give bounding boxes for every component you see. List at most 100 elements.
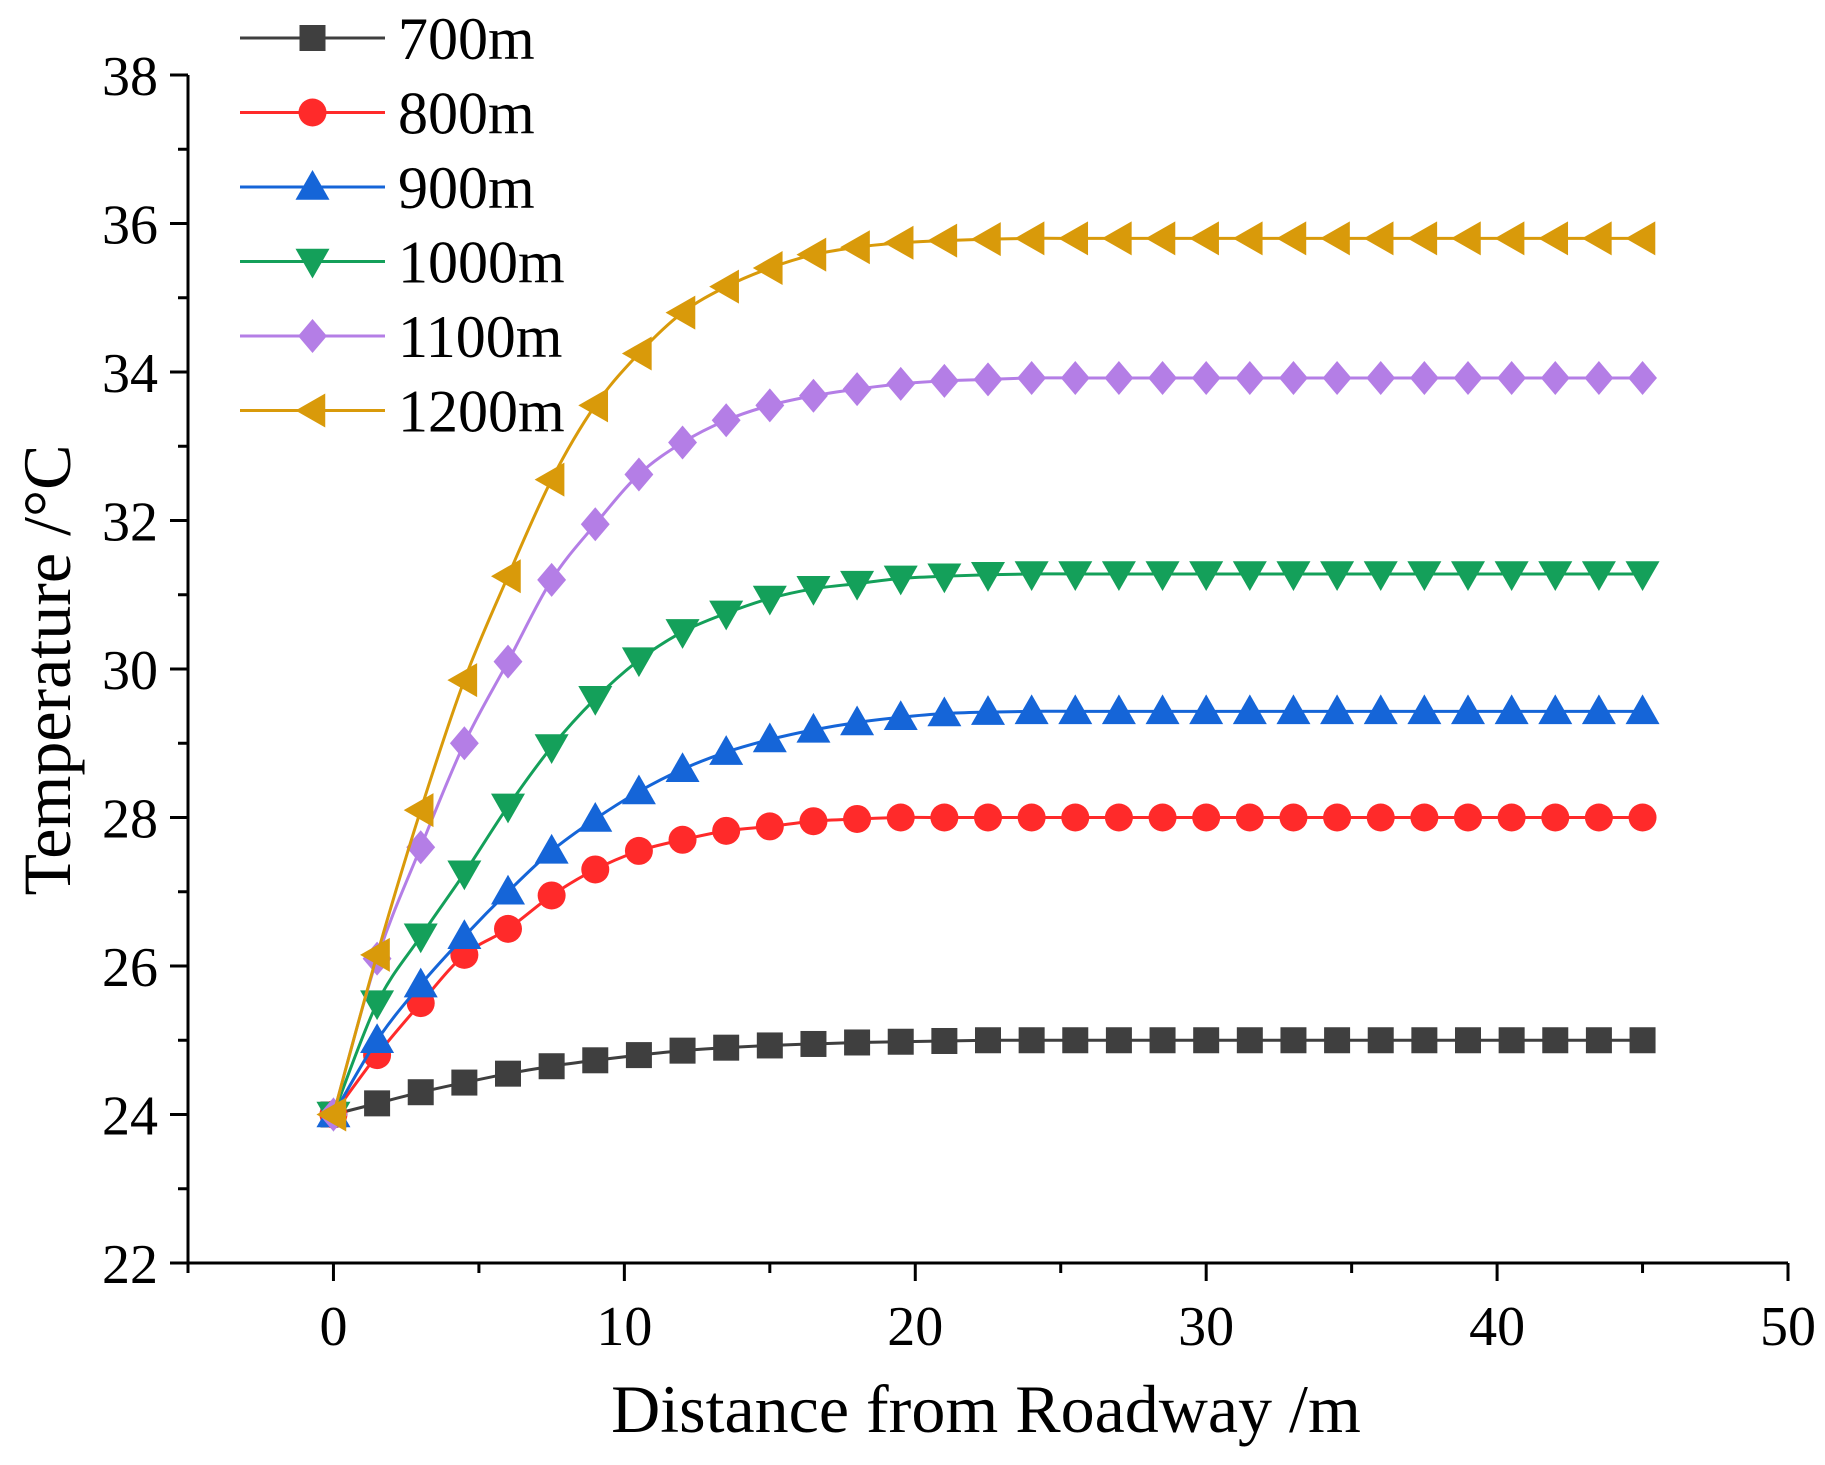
- data-point: [931, 1027, 958, 1054]
- data-point: [1497, 360, 1527, 395]
- data-point: [1366, 360, 1396, 395]
- data-point: [1366, 803, 1395, 832]
- series-line: [332, 376, 1643, 1115]
- data-point: [491, 559, 521, 594]
- x-tick-label: 20: [887, 1296, 943, 1358]
- data-point: [1060, 360, 1090, 395]
- legend-label: 700m: [398, 6, 535, 72]
- series-800m: [319, 803, 1657, 1129]
- data-point: [1058, 221, 1089, 256]
- data-point: [1584, 360, 1614, 395]
- data-point: [406, 830, 436, 865]
- legend-item: 700m: [240, 6, 535, 72]
- data-point: [1276, 561, 1311, 591]
- data-point: [1453, 360, 1483, 395]
- data-point: [840, 230, 870, 265]
- data-point: [447, 663, 478, 698]
- data-point: [883, 700, 918, 731]
- data-point: [668, 825, 697, 854]
- data-point: [578, 388, 609, 423]
- data-point: [1538, 561, 1573, 591]
- data-point: [621, 336, 652, 371]
- data-point: [1628, 803, 1657, 832]
- data-point: [1235, 803, 1264, 832]
- data-point: [709, 269, 739, 304]
- data-point: [1625, 694, 1660, 725]
- data-point: [1276, 694, 1311, 725]
- data-point: [1540, 360, 1570, 395]
- data-point: [1276, 221, 1307, 256]
- data-point: [1145, 561, 1180, 591]
- data-point: [1625, 221, 1656, 256]
- data-point: [447, 919, 482, 950]
- data-point: [709, 600, 744, 631]
- data-point: [1363, 561, 1398, 591]
- data-point: [1017, 360, 1047, 395]
- data-point: [582, 1047, 609, 1074]
- data-point: [1324, 1027, 1351, 1054]
- data-point: [1279, 803, 1308, 832]
- data-point: [756, 1032, 783, 1059]
- data-point: [1407, 561, 1442, 591]
- data-point: [840, 705, 875, 736]
- data-point: [624, 836, 653, 865]
- data-point: [755, 388, 785, 423]
- data-point: [752, 251, 783, 286]
- data-point: [840, 570, 875, 601]
- data-point: [842, 372, 872, 407]
- y-tick-label: 26: [102, 937, 158, 999]
- data-point: [1541, 803, 1570, 832]
- y-axis-title: Temperature /°C: [9, 444, 85, 895]
- data-point: [929, 363, 959, 398]
- data-point: [927, 223, 958, 258]
- x-tick-label: 40: [1469, 1296, 1525, 1358]
- data-point: [1014, 694, 1049, 725]
- data-point: [1407, 694, 1442, 725]
- x-tick-label: 10: [596, 1296, 652, 1358]
- data-point: [1625, 561, 1660, 591]
- data-point: [974, 803, 1002, 832]
- data-point: [578, 801, 613, 832]
- data-point: [360, 937, 390, 972]
- y-tick-label: 30: [102, 640, 158, 702]
- data-point: [538, 1053, 565, 1080]
- data-point: [1232, 561, 1267, 591]
- legend-item: 1200m: [240, 379, 565, 445]
- data-point: [752, 722, 787, 753]
- series-1100m: [319, 360, 1657, 1132]
- data-point: [886, 803, 915, 832]
- data-point: [403, 967, 438, 998]
- data-point: [360, 990, 395, 1021]
- data-point: [449, 726, 479, 761]
- data-point: [1363, 694, 1398, 725]
- data-point: [1538, 221, 1569, 256]
- data-point: [1189, 694, 1224, 725]
- data-point: [971, 222, 1001, 257]
- data-point: [973, 362, 1003, 397]
- data-point: [709, 735, 744, 765]
- data-point: [491, 874, 525, 905]
- data-point: [1494, 561, 1529, 591]
- data-point: [537, 562, 567, 597]
- data-point: [971, 695, 1005, 725]
- y-tick-label: 36: [102, 195, 158, 257]
- data-point: [1018, 1027, 1045, 1054]
- data-point: [534, 833, 569, 864]
- series-layer: [316, 221, 1660, 1132]
- data-point: [447, 860, 482, 891]
- data-point: [1105, 1027, 1132, 1054]
- data-point: [1542, 1027, 1569, 1054]
- data-point: [1236, 1027, 1263, 1054]
- legend-label: 1000m: [398, 230, 565, 296]
- data-point: [1407, 221, 1438, 256]
- data-point: [1191, 360, 1221, 395]
- data-point: [796, 576, 831, 606]
- data-point: [883, 565, 918, 596]
- data-point: [537, 881, 566, 910]
- data-point: [665, 619, 700, 649]
- data-point: [364, 1090, 391, 1117]
- data-point: [1629, 1027, 1656, 1054]
- data-point: [1454, 803, 1482, 832]
- data-point: [1101, 221, 1132, 256]
